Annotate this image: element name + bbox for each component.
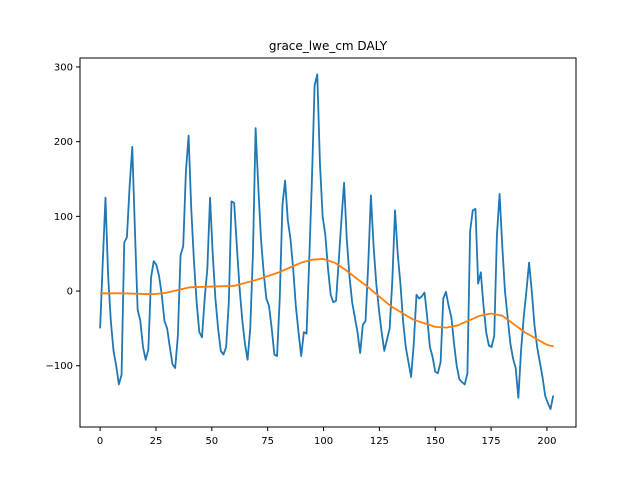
x-tick-label: 150 <box>426 436 445 447</box>
x-tick-label: 100 <box>314 436 333 447</box>
plot-frame <box>79 57 577 428</box>
series-line-1 <box>99 73 555 410</box>
x-tick-label: 50 <box>205 436 218 447</box>
x-tick-label: 75 <box>261 436 274 447</box>
series-line-2 <box>100 258 554 348</box>
x-tick-label: 125 <box>370 436 389 447</box>
x-tick-label: 200 <box>537 436 556 447</box>
y-tick-label: 0 <box>67 287 73 298</box>
chart-title: grace_lwe_cm DALY <box>269 39 388 53</box>
y-tick-label: 300 <box>54 62 73 73</box>
x-tick-label: 0 <box>97 436 103 447</box>
y-tick-label: 200 <box>54 137 73 148</box>
x-tick-label: 175 <box>482 436 501 447</box>
y-tick-label: −100 <box>46 361 73 372</box>
x-tick-label: 25 <box>150 436 163 447</box>
axes: 0 25 50 75 100 125 150 175 200 −100 0 100 200 300 <box>46 57 577 447</box>
y-tick-label: 100 <box>54 212 73 223</box>
plot-area <box>99 73 555 410</box>
